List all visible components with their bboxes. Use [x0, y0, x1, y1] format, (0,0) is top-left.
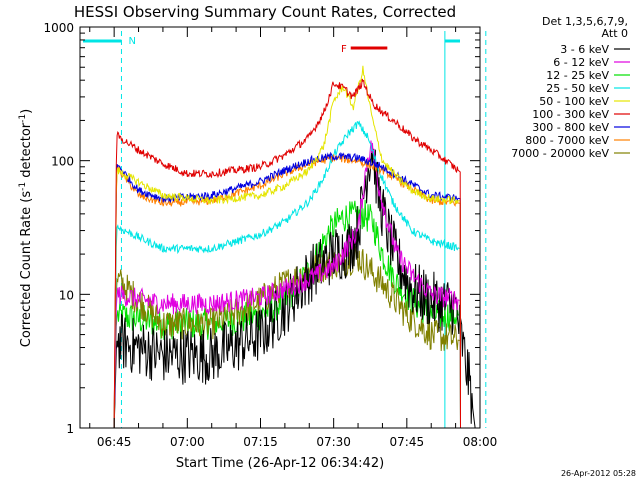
x-tick-label: 07:15: [243, 435, 278, 449]
y-tick-label: 1: [66, 422, 74, 436]
plot-area: NF: [83, 31, 487, 429]
series-7000-20000-kev-line: [113, 246, 461, 429]
y-axis-label-exp1: -1: [18, 182, 28, 191]
x-tick-label: 08:00: [463, 435, 498, 449]
timestamp: 26-Apr-2012 05:28: [561, 469, 636, 478]
y-axis-label-exp2: -1: [18, 114, 28, 123]
series-6-12-kev-line: [113, 140, 461, 429]
x-tick-label: 07:00: [170, 435, 205, 449]
x-tick-label: 06:45: [97, 435, 132, 449]
series-50-100-kev-line: [113, 65, 461, 429]
legend-label: 25 - 50 keV: [546, 82, 609, 95]
x-tick-label: 07:45: [390, 435, 425, 449]
y-axis-label-mid: detector: [19, 122, 34, 182]
chart-title: HESSI Observing Summary Count Rates, Cor…: [74, 3, 456, 21]
y-axis-label-main: Corrected Count Rate (s: [19, 191, 34, 348]
legend-label: 100 - 300 keV: [532, 108, 609, 121]
legend-label: 300 - 800 keV: [532, 121, 609, 134]
legend-label: 6 - 12 keV: [553, 56, 609, 69]
plot-frame: [79, 26, 481, 429]
legend-label: 50 - 100 keV: [539, 95, 609, 108]
legend-label: 800 - 7000 keV: [525, 134, 609, 147]
legend-label: 12 - 25 keV: [546, 69, 609, 82]
x-axis-label: Start Time (26-Apr-12 06:34:42): [176, 456, 384, 471]
y-tick-label: 10: [59, 288, 74, 302]
y-tick-label: 1000: [43, 21, 74, 35]
legend-title: Det 1,3,5,6,7,9,: [542, 15, 628, 28]
night-flag-label: N: [128, 36, 135, 47]
series-100-300-kev-line: [113, 78, 461, 429]
flare-flag-label: F: [341, 44, 347, 55]
x-tick-label: 07:30: [316, 435, 351, 449]
y-axis-label-end: ): [19, 109, 34, 114]
x-axis: 06:45 07:00 07:15 07:30 07:45 08:00: [89, 27, 498, 449]
y-axis: 1 10 100 1000: [43, 21, 480, 436]
series-25-50-kev-line: [113, 120, 461, 429]
legend-label: 7000 - 20000 keV: [511, 147, 609, 160]
y-tick-label: 100: [51, 155, 74, 169]
y-axis-label: Corrected Count Rate (s-1 detector-1): [18, 109, 34, 347]
legend-label: 3 - 6 keV: [560, 43, 609, 56]
legend-subtitle: Att 0: [602, 27, 628, 40]
